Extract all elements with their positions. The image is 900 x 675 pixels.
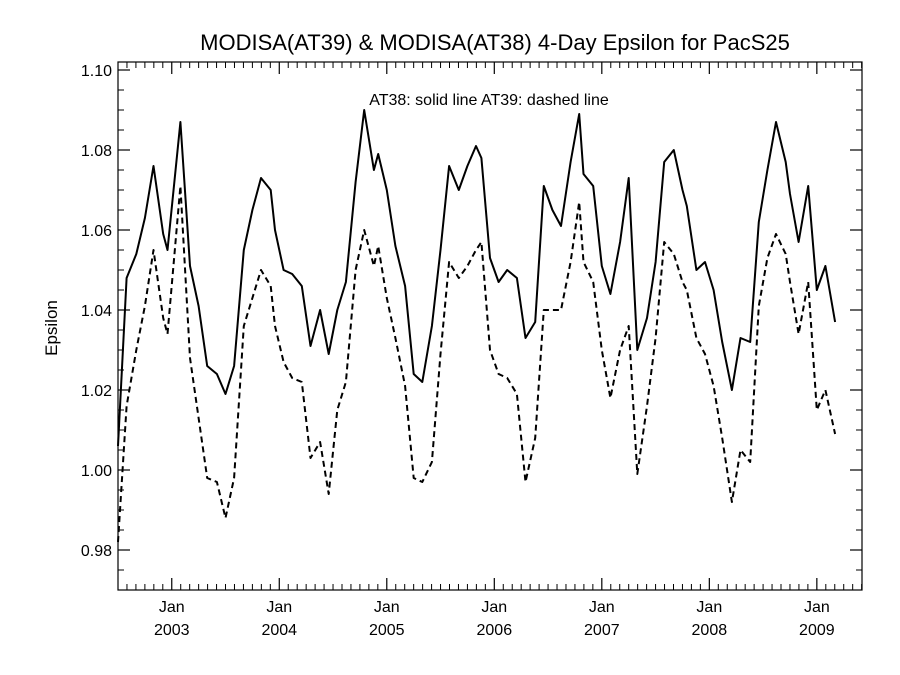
x-tick-month: Jan — [481, 599, 507, 616]
legend-annotation: AT38: solid line AT39: dashed line — [369, 92, 609, 109]
x-tick-month: Jan — [374, 599, 400, 616]
y-tick-label: 1.10 — [81, 63, 112, 80]
y-tick-label: 1.00 — [81, 463, 112, 480]
chart-title: MODISA(AT39) & MODISA(AT38) 4-Day Epsilo… — [200, 30, 790, 55]
series-lines — [117, 109, 837, 543]
x-tick-year: 2003 — [154, 622, 190, 639]
x-tick-month: Jan — [159, 599, 185, 616]
x-tick-year: 2007 — [584, 622, 620, 639]
y-tick-label: 1.02 — [81, 383, 112, 400]
x-tick-month: Jan — [589, 599, 615, 616]
y-tick-labels: 0.98 1.00 1.02 1.04 1.06 1.08 1.10 — [81, 63, 112, 560]
series-at38-line — [117, 109, 837, 447]
plot-frame — [117, 61, 863, 591]
y-tick-label: 0.98 — [81, 543, 112, 560]
x-tick-year: 2004 — [261, 622, 297, 639]
x-tick-year: 2008 — [692, 622, 728, 639]
x-tick-month: Jan — [696, 599, 722, 616]
y-tick-label: 1.04 — [81, 303, 112, 320]
y-tick-label: 1.06 — [81, 223, 112, 240]
x-tick-year: 2005 — [369, 622, 405, 639]
series-at39-line — [117, 185, 837, 543]
x-tick-month: Jan — [266, 599, 292, 616]
x-tick-month: Jan — [804, 599, 830, 616]
x-tick-year: 2006 — [477, 622, 513, 639]
y-tick-label: 1.08 — [81, 143, 112, 160]
x-tick-labels: Jan 2003 Jan 2004 Jan 2005 Jan 2006 Jan 2007 Jan 20… — [154, 599, 835, 639]
x-tick-year: 2009 — [799, 622, 835, 639]
y-axis-label: Epsilon — [42, 300, 61, 356]
